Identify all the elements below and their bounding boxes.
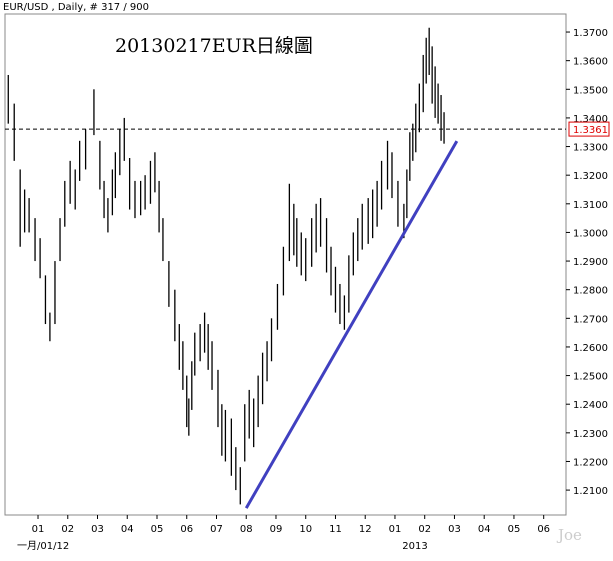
y-tick-label: 1.2300 — [573, 429, 608, 440]
y-tick-label: 1.3500 — [573, 85, 608, 96]
x-tick-label: 05 — [508, 524, 521, 535]
x-tick-label: 08 — [240, 524, 253, 535]
x-tick-label: 03 — [448, 524, 461, 535]
x-tick-label: 09 — [270, 524, 283, 535]
x-tick-label: 04 — [478, 524, 491, 535]
y-tick-label: 1.3200 — [573, 171, 608, 182]
chart-title: 20130217EUR日線圖 — [115, 35, 313, 57]
x-tick-label: 01 — [389, 524, 402, 535]
y-tick-label: 1.3300 — [573, 143, 608, 154]
y-tick-label: 1.2900 — [573, 257, 608, 268]
y-tick-label: 1.2100 — [573, 486, 608, 497]
plot-frame — [4, 13, 567, 516]
y-tick-label: 1.2600 — [573, 343, 608, 354]
x-tick-label: 06 — [537, 524, 550, 535]
y-tick-label: 1.3600 — [573, 57, 608, 68]
y-tick-label: 1.3000 — [573, 228, 608, 239]
x-sublabel: 2013 — [402, 541, 427, 552]
y-tick-label: 1.3100 — [573, 200, 608, 211]
x-tick-label: 03 — [91, 524, 104, 535]
x-tick-label: 01 — [32, 524, 45, 535]
watermark: Joe — [556, 526, 582, 544]
x-tick-label: 10 — [299, 524, 312, 535]
x-tick-label: 04 — [121, 524, 134, 535]
x-tick-label: 02 — [418, 524, 431, 535]
x-tick-label: 12 — [359, 524, 372, 535]
y-tick-label: 1.2400 — [573, 400, 608, 411]
y-tick-label: 1.3700 — [573, 28, 608, 39]
current-price-box — [568, 121, 610, 137]
current-price-label: 1.3361 — [573, 125, 608, 136]
x-sublabel: 一月/01/12 — [17, 540, 69, 552]
y-tick-label: 1.2700 — [573, 314, 608, 325]
x-tick-label: 11 — [329, 524, 342, 535]
trendline — [244, 140, 459, 509]
x-tick-label: 06 — [180, 524, 193, 535]
y-tick-label: 1.2800 — [573, 286, 608, 297]
y-tick-label: 1.2500 — [573, 372, 608, 383]
y-tick-label: 1.2200 — [573, 457, 608, 468]
x-tick-label: 07 — [210, 524, 223, 535]
header: EUR/USD , Daily, # 317 / 900 — [3, 2, 149, 13]
y-tick-label: 1.3400 — [573, 114, 608, 125]
x-tick-label: 02 — [61, 524, 74, 535]
x-tick-label: 05 — [151, 524, 164, 535]
